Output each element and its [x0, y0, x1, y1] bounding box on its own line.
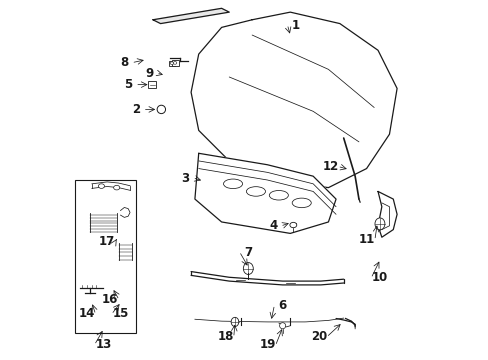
Ellipse shape	[269, 190, 288, 200]
Text: 1: 1	[291, 19, 300, 32]
Ellipse shape	[231, 318, 238, 327]
Text: 6: 6	[278, 300, 286, 312]
Text: 16: 16	[102, 293, 118, 306]
Text: 14: 14	[79, 307, 95, 320]
Bar	[171, 60, 178, 66]
Text: 19: 19	[259, 338, 275, 351]
Ellipse shape	[279, 323, 285, 329]
Ellipse shape	[170, 62, 173, 65]
Bar	[148, 81, 156, 88]
Text: 3: 3	[181, 172, 189, 185]
Text: 20: 20	[310, 330, 326, 343]
Ellipse shape	[243, 262, 253, 274]
Ellipse shape	[246, 187, 265, 196]
Text: 17: 17	[99, 235, 115, 248]
Ellipse shape	[157, 105, 165, 114]
Text: 4: 4	[268, 219, 277, 232]
Text: 9: 9	[145, 67, 153, 80]
Ellipse shape	[173, 62, 177, 64]
Ellipse shape	[292, 198, 311, 208]
Text: 13: 13	[95, 338, 111, 351]
Text: 11: 11	[358, 233, 374, 246]
Ellipse shape	[289, 222, 296, 228]
Text: 8: 8	[120, 56, 128, 69]
Text: 2: 2	[131, 103, 140, 116]
Polygon shape	[153, 8, 229, 24]
Text: 5: 5	[124, 78, 132, 91]
Ellipse shape	[98, 184, 104, 188]
Text: 18: 18	[217, 330, 233, 343]
Ellipse shape	[223, 179, 242, 189]
Ellipse shape	[374, 218, 384, 230]
Text: 7: 7	[244, 246, 252, 259]
Bar	[168, 60, 175, 66]
Text: 12: 12	[322, 160, 338, 173]
Ellipse shape	[113, 185, 120, 190]
Text: 10: 10	[371, 271, 387, 284]
Bar	[75, 180, 136, 333]
Text: 15: 15	[112, 307, 128, 320]
Polygon shape	[195, 153, 335, 233]
